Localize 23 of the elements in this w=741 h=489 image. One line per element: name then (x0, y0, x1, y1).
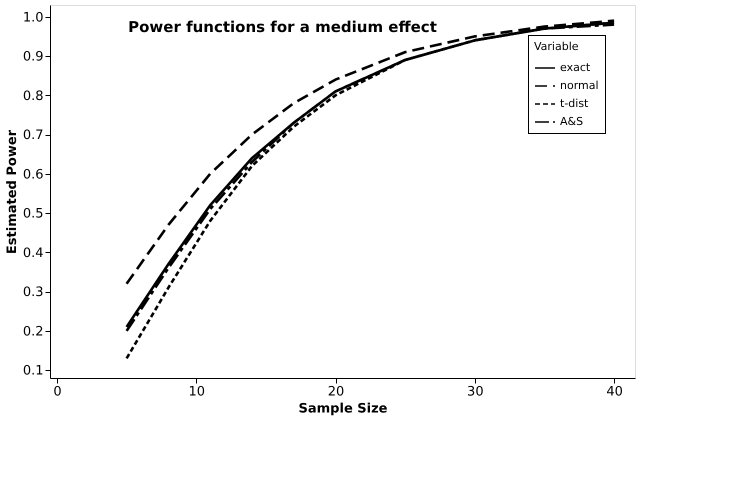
y-tick-label: 0.5 (22, 206, 44, 222)
x-tick-label: 30 (467, 384, 484, 400)
y-tick-label: 0.9 (22, 50, 44, 65)
y-tick-label: 0.1 (22, 364, 44, 379)
legend-label: A&S (560, 115, 584, 128)
y-tick-label: 0.6 (22, 167, 44, 182)
x-tick-label: 0 (53, 384, 62, 400)
legend-label: t-dist (560, 97, 590, 110)
x-tick-label: 10 (188, 384, 206, 400)
legend-title: Variable (534, 40, 579, 53)
y-tick-label: 1.0 (22, 10, 44, 26)
y-tick-label: 0.2 (22, 324, 44, 340)
x-tick-label: 20 (328, 384, 344, 400)
y-tick-label: 0.8 (22, 88, 44, 104)
x-axis-title: Sample Size (298, 402, 388, 416)
legend-label: exact (560, 61, 591, 74)
y-tick-label: 0.3 (22, 285, 44, 300)
text: Power functions for a medium effect (128, 18, 437, 36)
y-axis-title: Estimated Power (4, 129, 20, 254)
y-tick-label: 0.7 (22, 128, 44, 144)
x-tick-label: 40 (606, 384, 623, 400)
legend-label: normal (560, 79, 599, 92)
y-tick-label: 0.4 (22, 246, 44, 261)
